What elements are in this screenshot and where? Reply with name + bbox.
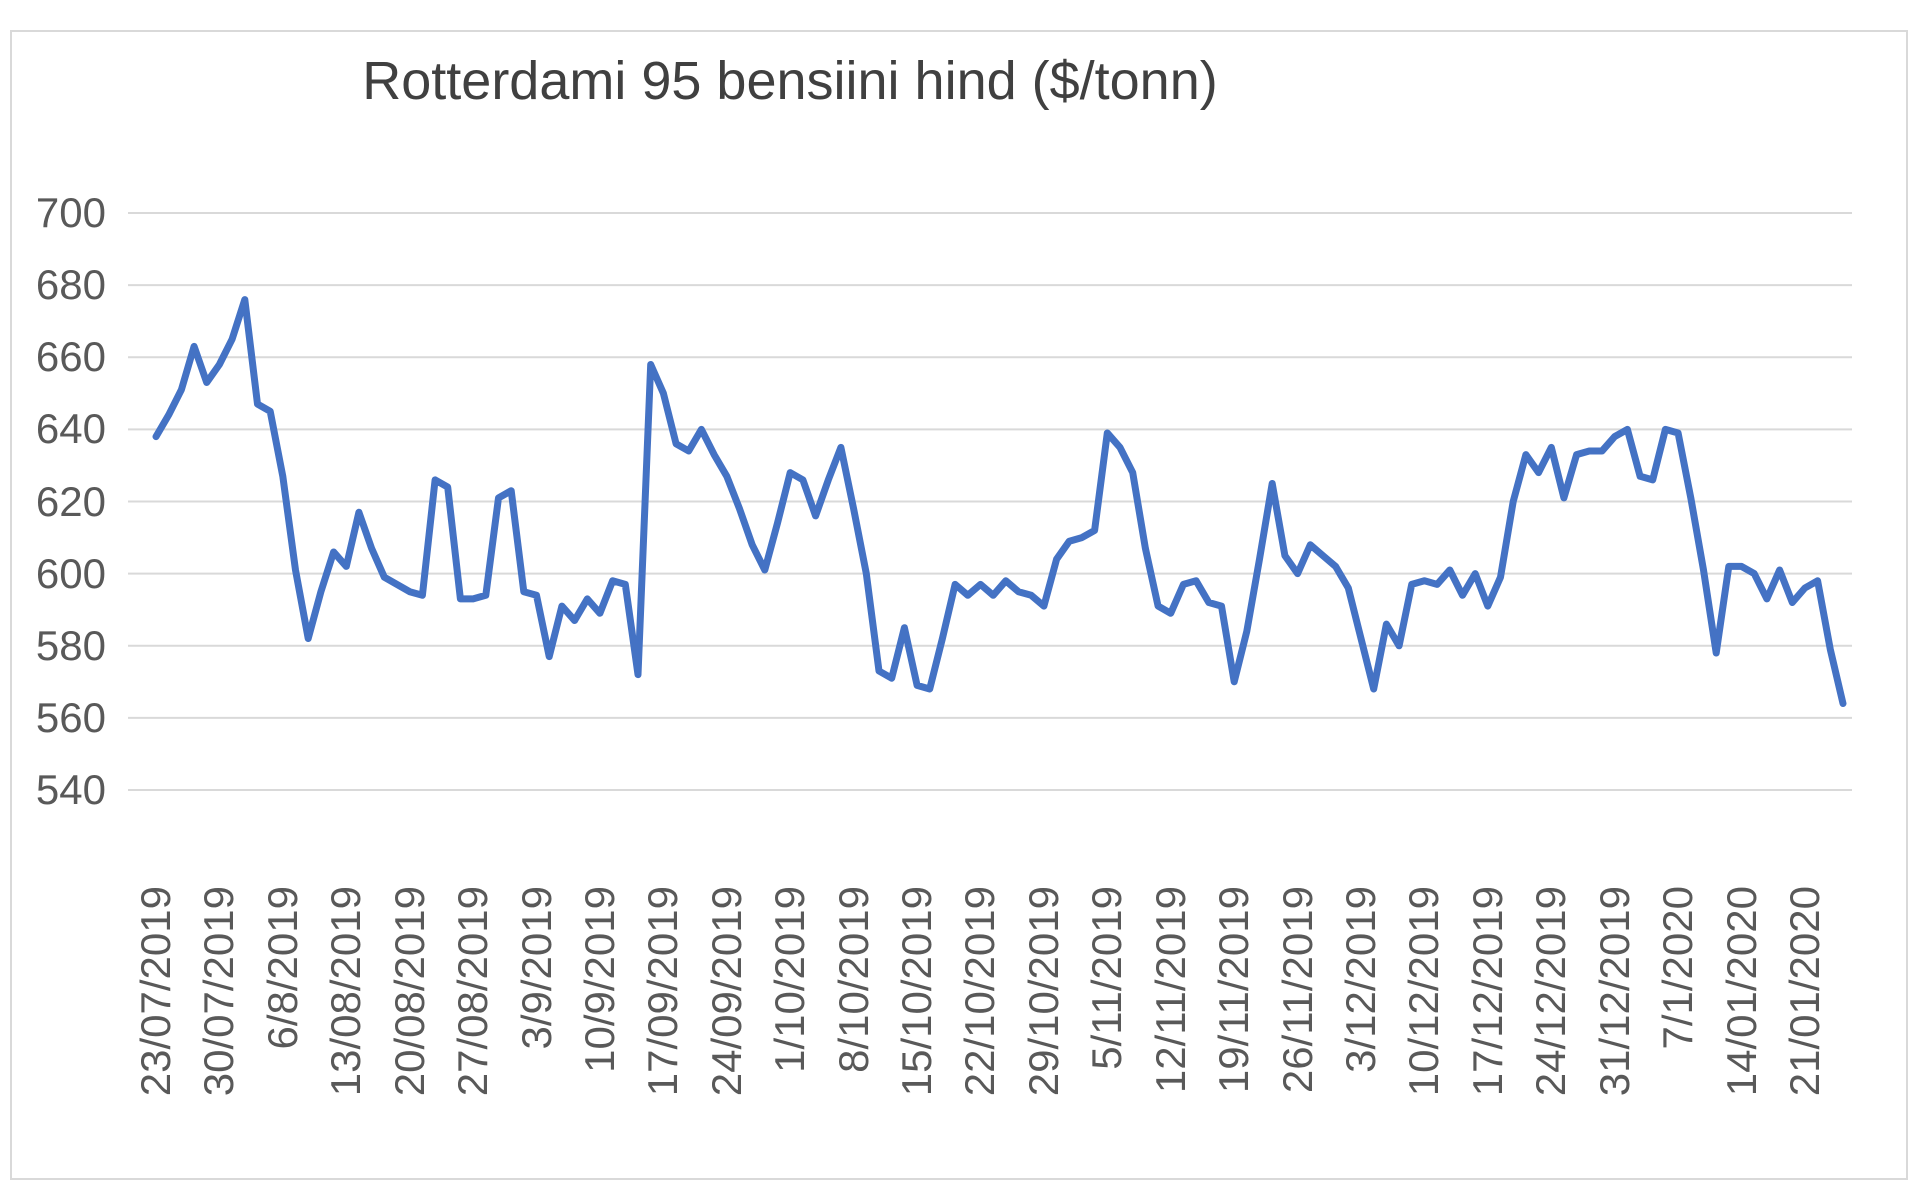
x-axis-tick-label: 22/10/2019	[956, 886, 1004, 1097]
x-axis-tick-label: 8/10/2019	[829, 886, 877, 1073]
chart-frame	[10, 30, 1908, 1180]
x-axis-tick-label: 21/01/2020	[1780, 886, 1828, 1097]
y-axis-tick-label: 680	[35, 261, 106, 309]
x-axis-tick-label: 19/11/2019	[1210, 886, 1258, 1094]
x-axis-tick-label: 23/07/2019	[132, 886, 179, 1097]
x-axis-tick-label: 10/9/2019	[575, 886, 623, 1073]
x-axis-tick-label: 6/8/2019	[258, 886, 306, 1050]
x-axis-tick-label: 3/9/2019	[512, 886, 560, 1050]
x-axis-tick-label: 12/11/2019	[1146, 886, 1194, 1094]
y-axis-tick-label: 700	[35, 189, 106, 236]
x-axis-tick-label: 31/12/2019	[1590, 886, 1638, 1097]
x-axis-tick-label: 20/08/2019	[385, 886, 433, 1097]
x-axis-tick-label: 7/1/2020	[1654, 886, 1702, 1050]
x-axis-tick-label: 14/01/2020	[1717, 886, 1765, 1097]
x-axis-tick-label: 17/12/2019	[1463, 886, 1511, 1097]
y-axis-tick-label: 540	[35, 766, 106, 813]
x-axis-tick-label: 5/11/2019	[1083, 886, 1131, 1070]
x-axis-tick-label: 30/07/2019	[195, 886, 243, 1097]
x-axis-tick-label: 1/10/2019	[766, 886, 814, 1073]
x-axis-tick-label: 27/08/2019	[449, 886, 497, 1097]
x-axis-tick-label: 13/08/2019	[322, 886, 370, 1097]
x-axis-tick-label: 26/11/2019	[1273, 886, 1321, 1094]
x-axis-tick-label: 3/12/2019	[1337, 886, 1384, 1073]
x-axis-tick-label: 29/10/2019	[1019, 886, 1067, 1097]
x-axis-tick-label: 15/10/2019	[893, 886, 941, 1097]
x-axis-tick-label: 24/09/2019	[702, 886, 750, 1097]
y-axis-tick-label: 640	[35, 405, 106, 453]
chart-title: Rotterdami 95 bensiini hind ($/tonn)	[362, 51, 1218, 111]
y-axis-tick-label: 620	[35, 477, 106, 525]
y-axis-tick-label: 600	[35, 549, 106, 597]
y-axis-tick-label: 580	[35, 621, 106, 669]
y-axis-tick-label: 560	[35, 693, 106, 741]
x-axis-tick-label: 17/09/2019	[639, 886, 687, 1097]
price-line	[152, 296, 1847, 707]
x-axis-tick-label: 24/12/2019	[1527, 886, 1575, 1097]
y-axis-tick-label: 660	[35, 333, 106, 381]
x-axis-tick-label: 10/12/2019	[1400, 886, 1448, 1097]
